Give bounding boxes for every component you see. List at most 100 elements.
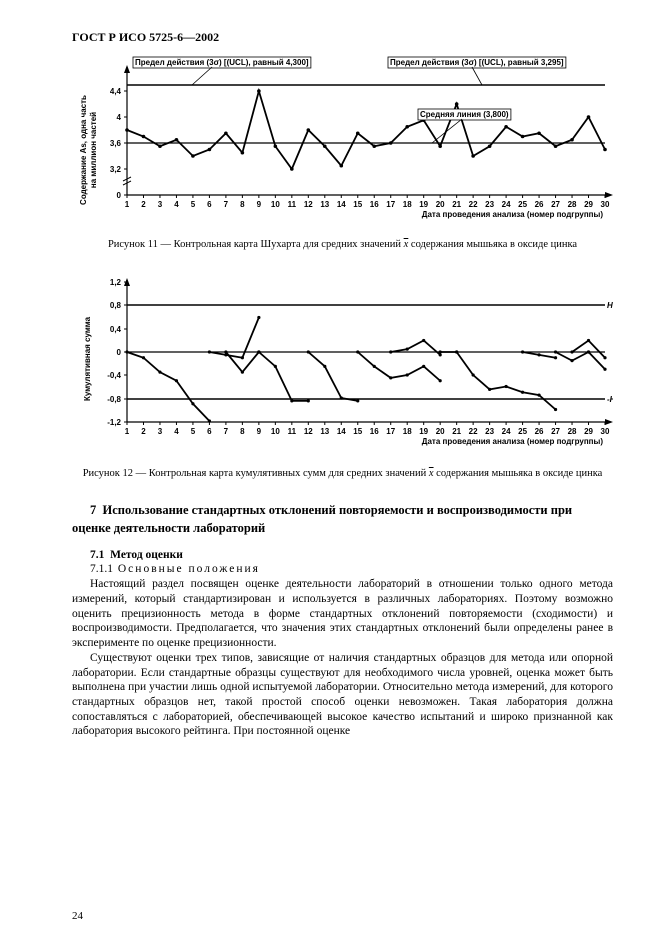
subsubsection-7-1-1-heading: 7.1.1 Основные положения bbox=[72, 563, 613, 575]
svg-text:8: 8 bbox=[240, 427, 245, 436]
svg-text:1,2: 1,2 bbox=[110, 278, 122, 287]
caption-text: Рисунок 12 — Контрольная карта кумулятив… bbox=[83, 468, 429, 479]
svg-text:Дата проведения анализа (номер: Дата проведения анализа (номер подгруппы… bbox=[422, 210, 604, 219]
svg-text:29: 29 bbox=[584, 427, 593, 436]
svg-text:11: 11 bbox=[288, 427, 297, 436]
svg-text:20: 20 bbox=[436, 200, 445, 209]
section-title-text: Использование стандартных отклонений пов… bbox=[72, 503, 572, 535]
svg-text:12: 12 bbox=[304, 200, 313, 209]
svg-text:-0,4: -0,4 bbox=[107, 371, 121, 380]
svg-text:Дата проведения анализа (номер: Дата проведения анализа (номер подгруппы… bbox=[422, 437, 604, 446]
svg-text:15: 15 bbox=[353, 427, 362, 436]
paragraph-2: Существуют оценки трех типов, зависящие … bbox=[72, 651, 613, 739]
svg-text:27: 27 bbox=[551, 200, 560, 209]
page-number: 24 bbox=[72, 910, 83, 922]
svg-text:30: 30 bbox=[601, 427, 610, 436]
svg-text:Предел действия (3σ) [(UCL), р: Предел действия (3σ) [(UCL), равный 3,29… bbox=[390, 58, 564, 67]
svg-text:30: 30 bbox=[601, 200, 610, 209]
svg-text:13: 13 bbox=[320, 427, 329, 436]
figure-12-caption: Рисунок 12 — Контрольная карта кумулятив… bbox=[72, 467, 613, 481]
svg-text:28: 28 bbox=[568, 427, 577, 436]
svg-text:7: 7 bbox=[224, 200, 229, 209]
document-standard-header: ГОСТ Р ИСО 5725-6—2002 bbox=[72, 30, 613, 45]
svg-text:26: 26 bbox=[535, 200, 544, 209]
svg-text:23: 23 bbox=[485, 427, 494, 436]
subsubsection-title-text: Основные положения bbox=[118, 563, 260, 575]
svg-text:16: 16 bbox=[370, 200, 379, 209]
svg-text:15: 15 bbox=[353, 200, 362, 209]
subsection-title-text: Метод оценки bbox=[110, 549, 183, 561]
svg-text:17: 17 bbox=[386, 200, 395, 209]
svg-text:-H = -0,800: -H = -0,800 bbox=[607, 395, 613, 404]
svg-text:7: 7 bbox=[224, 427, 229, 436]
caption-text: Рисунок 11 — Контрольная карта Шухарта д… bbox=[108, 239, 404, 250]
svg-text:Кумулятивная сумма: Кумулятивная сумма bbox=[83, 316, 92, 401]
svg-text:0: 0 bbox=[117, 348, 122, 357]
svg-text:21: 21 bbox=[452, 200, 461, 209]
svg-text:27: 27 bbox=[551, 427, 560, 436]
svg-text:3: 3 bbox=[158, 200, 163, 209]
svg-text:на миллион частей: на миллион частей bbox=[89, 112, 98, 188]
svg-text:2: 2 bbox=[141, 427, 146, 436]
figure-11-shewhart-chart: 03,23,644,412345678910111213141516171819… bbox=[72, 55, 613, 230]
svg-text:3,6: 3,6 bbox=[110, 139, 122, 148]
subsubsection-number: 7.1.1 bbox=[90, 563, 113, 575]
svg-text:9: 9 bbox=[257, 427, 262, 436]
svg-text:14: 14 bbox=[337, 200, 346, 209]
svg-text:3: 3 bbox=[158, 427, 163, 436]
svg-text:H = 0,800: H = 0,800 bbox=[607, 301, 613, 310]
svg-text:29: 29 bbox=[584, 200, 593, 209]
section-7-heading: 7 Использование стандартных отклонений п… bbox=[72, 502, 613, 537]
svg-text:11: 11 bbox=[288, 200, 297, 209]
svg-text:0,8: 0,8 bbox=[110, 301, 122, 310]
paragraph-1: Настоящий раздел посвящен оценке деятель… bbox=[72, 577, 613, 651]
svg-text:5: 5 bbox=[191, 427, 196, 436]
svg-text:16: 16 bbox=[370, 427, 379, 436]
svg-text:3,2: 3,2 bbox=[110, 165, 122, 174]
svg-text:19: 19 bbox=[419, 427, 428, 436]
svg-text:12: 12 bbox=[304, 427, 313, 436]
svg-text:Содержание As, одна часть: Содержание As, одна часть bbox=[79, 95, 88, 205]
svg-text:28: 28 bbox=[568, 200, 577, 209]
svg-text:25: 25 bbox=[518, 427, 527, 436]
svg-text:24: 24 bbox=[502, 200, 511, 209]
svg-text:4: 4 bbox=[174, 200, 179, 209]
svg-text:1: 1 bbox=[125, 200, 130, 209]
svg-text:4: 4 bbox=[117, 113, 122, 122]
svg-text:6: 6 bbox=[207, 427, 212, 436]
subsection-7-1-heading: 7.1 Метод оценки bbox=[72, 549, 613, 561]
svg-text:17: 17 bbox=[386, 427, 395, 436]
svg-text:Предел действия (3σ) [(UCL), р: Предел действия (3σ) [(UCL), равный 4,30… bbox=[135, 58, 309, 67]
svg-text:18: 18 bbox=[403, 427, 412, 436]
figure-11-caption: Рисунок 11 — Контрольная карта Шухарта д… bbox=[72, 238, 613, 252]
svg-text:10: 10 bbox=[271, 200, 280, 209]
svg-text:-0,8: -0,8 bbox=[107, 395, 121, 404]
svg-text:21: 21 bbox=[452, 427, 461, 436]
caption-text: содержания мышьяка в оксиде цинка bbox=[408, 239, 577, 250]
svg-text:22: 22 bbox=[469, 427, 478, 436]
svg-text:19: 19 bbox=[419, 200, 428, 209]
svg-text:23: 23 bbox=[485, 200, 494, 209]
caption-text: содержания мышьяка в оксиде цинка bbox=[434, 468, 603, 479]
svg-text:4: 4 bbox=[174, 427, 179, 436]
svg-text:8: 8 bbox=[240, 200, 245, 209]
section-number: 7 bbox=[90, 503, 96, 517]
subsection-number: 7.1 bbox=[90, 549, 104, 561]
svg-text:-1,2: -1,2 bbox=[107, 418, 121, 427]
svg-text:13: 13 bbox=[320, 200, 329, 209]
svg-text:14: 14 bbox=[337, 427, 346, 436]
svg-text:4,4: 4,4 bbox=[110, 87, 122, 96]
svg-text:20: 20 bbox=[436, 427, 445, 436]
svg-text:24: 24 bbox=[502, 427, 511, 436]
svg-text:9: 9 bbox=[257, 200, 262, 209]
figure-12-cusum-chart: -1,2-0,8-0,400,40,81,2123456789101112131… bbox=[72, 274, 613, 459]
svg-text:6: 6 bbox=[207, 200, 212, 209]
svg-text:1: 1 bbox=[125, 427, 130, 436]
svg-text:10: 10 bbox=[271, 427, 280, 436]
svg-text:26: 26 bbox=[535, 427, 544, 436]
svg-text:22: 22 bbox=[469, 200, 478, 209]
svg-text:0,4: 0,4 bbox=[110, 325, 122, 334]
svg-text:0: 0 bbox=[117, 191, 122, 200]
svg-text:25: 25 bbox=[518, 200, 527, 209]
svg-text:18: 18 bbox=[403, 200, 412, 209]
